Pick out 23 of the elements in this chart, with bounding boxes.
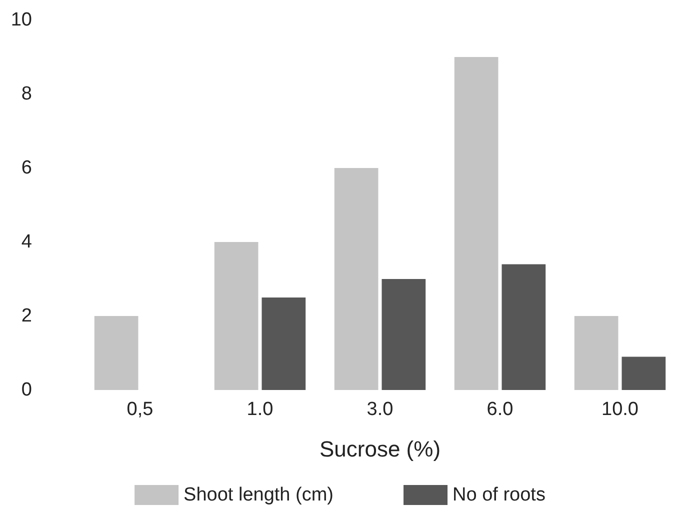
bar [334,168,378,390]
y-tick-label: 0 [21,380,32,400]
legend-label: Shoot length (cm) [184,484,334,506]
bar [622,356,666,390]
x-tick-label: 0,5 [126,399,154,420]
bar [262,298,306,390]
bar [574,316,618,390]
x-tick-label: 3.0 [366,399,394,420]
x-tick-label: 1.0 [246,399,274,420]
x-tick-label: 10.0 [602,399,638,420]
y-tick-label: 4 [21,232,32,252]
bar [454,57,498,390]
x-axis-title: Sucrose (%) [319,436,441,462]
bar [214,242,258,390]
bar [382,279,426,390]
legend-label: No of roots [452,484,546,506]
y-tick-label: 8 [21,84,32,104]
y-tick-label: 6 [21,158,32,178]
bar [502,264,546,390]
y-tick-label: 10 [10,10,32,30]
y-tick-label: 2 [21,306,32,326]
bar [94,316,138,390]
x-tick-label: 6.0 [486,399,514,420]
